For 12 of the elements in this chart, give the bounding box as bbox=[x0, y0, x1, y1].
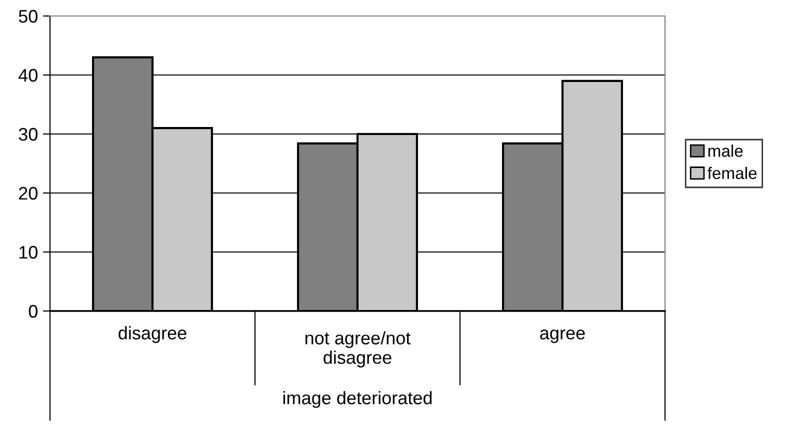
x-tick-label: disagree bbox=[118, 326, 186, 344]
legend-label: male bbox=[708, 144, 743, 157]
x-tick-label: agree bbox=[540, 330, 585, 344]
y-tick-label: 30 bbox=[18, 128, 38, 141]
y-tick-label: 0 bbox=[28, 304, 38, 318]
y-tick-label: 50 bbox=[18, 10, 38, 23]
x-axis-title: image deteriorated bbox=[283, 391, 432, 408]
x-tick-label: not agree/not disagree bbox=[306, 331, 411, 368]
legend-label: female bbox=[708, 166, 757, 180]
y-tick-label: 20 bbox=[19, 186, 38, 200]
y-tick-label: 10 bbox=[19, 246, 38, 259]
y-tick-label: 40 bbox=[18, 68, 38, 82]
